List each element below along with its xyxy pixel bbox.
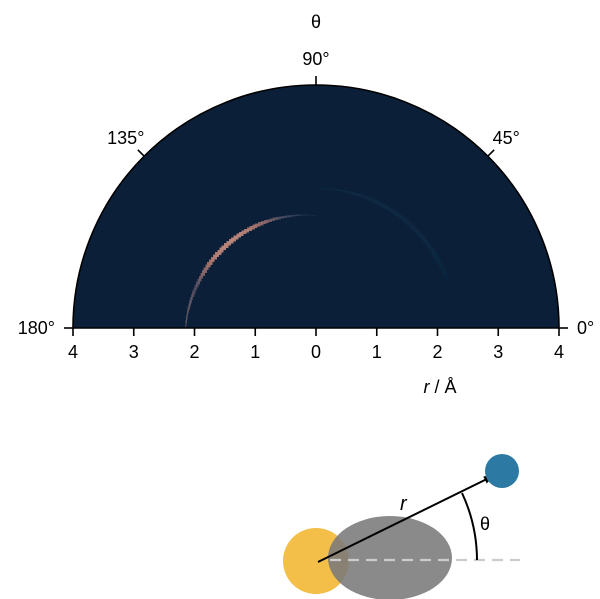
theta-tick <box>137 149 145 157</box>
r-axis: 4 3 2 1 0 1 2 3 4 <box>68 328 564 362</box>
r-vector-arrow <box>317 475 494 563</box>
theta-tick <box>487 149 495 157</box>
r-axis-label: r / Å <box>423 377 456 397</box>
r-tick-label: 0 <box>311 342 321 362</box>
polar-heatmap-chart: 0° 45° 90° 135° 180° 4 3 2 1 0 1 2 3 4 θ r / Å <box>18 12 594 397</box>
theta-axis: 0° 45° 90° 135° 180° <box>18 49 594 338</box>
theta-tick-label: 45° <box>493 128 520 148</box>
r-tick-label: 4 <box>554 342 564 362</box>
theta-tick-label: 0° <box>577 318 594 338</box>
theta-tick-label: 135° <box>107 128 144 148</box>
r-vector-label: r <box>400 493 408 515</box>
chart-title: θ <box>311 12 321 32</box>
small-atom-icon <box>485 454 519 488</box>
theta-tick-label: 90° <box>302 49 329 69</box>
theta-tick-label: 180° <box>18 318 55 338</box>
r-tick-label: 2 <box>189 342 199 362</box>
r-tick-label: 3 <box>493 342 503 362</box>
theta-angle-label: θ <box>480 514 490 534</box>
r-tick-label: 4 <box>68 342 78 362</box>
r-tick-label: 2 <box>432 342 442 362</box>
bond-schematic: r θ <box>283 454 520 599</box>
r-tick-label: 3 <box>129 342 139 362</box>
r-tick-label: 1 <box>250 342 260 362</box>
density-ridge-main <box>167 196 317 328</box>
r-tick-label: 1 <box>372 342 382 362</box>
plot-outline <box>72 84 560 329</box>
density-ridge-faint <box>314 170 465 287</box>
theta-angle-arc <box>461 492 478 561</box>
density-lobe-icon <box>328 516 452 599</box>
density-ridges <box>167 170 465 328</box>
